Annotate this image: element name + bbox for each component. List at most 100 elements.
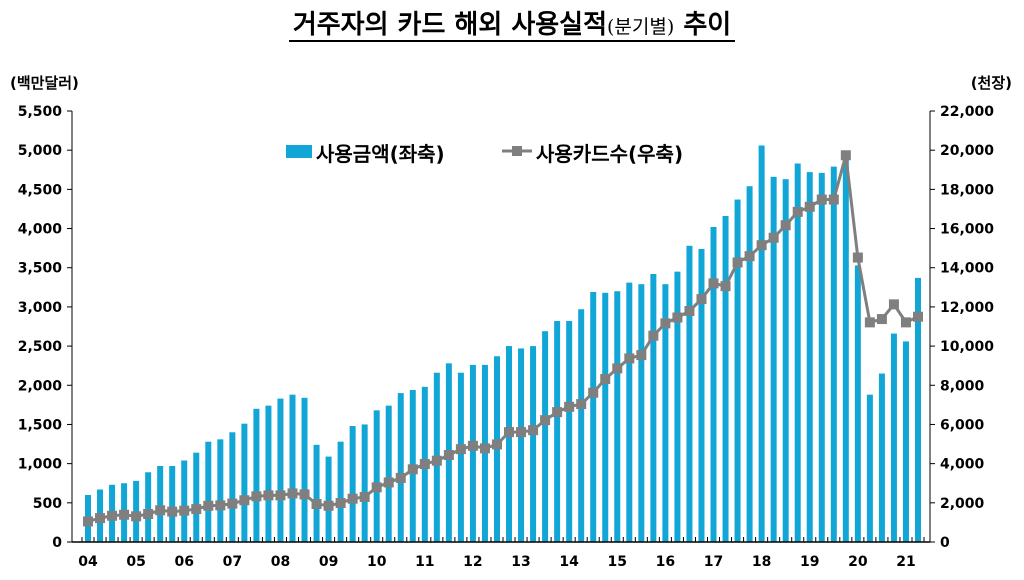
bar	[469, 364, 476, 542]
line-marker	[311, 498, 322, 509]
bar	[794, 163, 801, 542]
line-marker	[864, 317, 875, 328]
axis-labels: 05001,0001,5002,0002,5003,0003,5004,0004…	[18, 104, 995, 570]
bar	[217, 439, 224, 542]
line-marker	[419, 459, 430, 470]
left-axis-unit: (백만달러)	[10, 74, 79, 92]
line-marker	[588, 387, 599, 398]
left-tick-label: 4,000	[18, 222, 63, 238]
right-axis-unit: (천장)	[971, 74, 1012, 92]
bar	[518, 348, 525, 542]
line-marker	[95, 513, 106, 524]
bar	[349, 426, 356, 542]
line-marker	[756, 240, 767, 251]
line-marker	[516, 427, 527, 438]
bar	[325, 456, 332, 542]
x-tick-label: 13	[511, 554, 530, 570]
bar	[602, 292, 609, 542]
line-marker	[804, 201, 815, 212]
x-tick-label: 10	[367, 554, 387, 570]
bar	[698, 248, 705, 543]
right-tick-label: 22,000	[940, 104, 994, 120]
bar	[590, 292, 597, 542]
title-end: 추이	[683, 10, 732, 40]
line-marker	[780, 220, 791, 231]
line-marker	[720, 281, 731, 292]
line-marker	[504, 427, 515, 438]
line-marker	[744, 251, 755, 262]
line-marker	[239, 495, 250, 506]
bar	[890, 333, 897, 542]
line-marker	[191, 504, 202, 515]
bar	[169, 465, 176, 542]
line-marker	[624, 353, 635, 364]
bar	[385, 405, 392, 542]
legend-bar-label: 사용금액(좌축)	[316, 142, 445, 166]
line-marker	[564, 401, 575, 412]
left-tick-label: 4,500	[18, 182, 63, 198]
bar	[157, 465, 164, 542]
line-marker	[528, 425, 539, 436]
bar-series	[85, 145, 921, 543]
x-tick-label: 09	[319, 554, 338, 570]
line-marker	[467, 440, 478, 451]
title-suffix: (분기별)	[607, 16, 675, 38]
line-marker	[119, 509, 130, 520]
line-marker	[491, 439, 502, 450]
bar	[818, 172, 825, 542]
line-marker	[167, 506, 178, 517]
left-tick-label: 3,500	[18, 261, 63, 277]
line-marker	[455, 444, 466, 455]
right-tick-label: 16,000	[940, 222, 994, 238]
x-tick-label: 17	[704, 554, 723, 570]
bar	[686, 245, 693, 542]
bar	[866, 394, 873, 542]
bar	[674, 271, 681, 542]
line-marker	[540, 415, 551, 426]
left-tick-label: 500	[33, 496, 62, 512]
line-series	[83, 150, 923, 527]
bar	[746, 186, 753, 542]
bar	[289, 394, 296, 542]
left-tick-label: 0	[52, 535, 62, 551]
bar	[578, 309, 585, 542]
bar	[193, 452, 200, 542]
bar	[854, 265, 861, 542]
line-marker	[107, 510, 118, 521]
bar	[566, 321, 573, 542]
line-marker	[347, 493, 358, 504]
right-tick-label: 0	[940, 535, 950, 551]
x-tick-label: 18	[752, 554, 771, 570]
line-marker	[335, 498, 346, 509]
legend-line-marker	[512, 146, 522, 156]
line-marker	[708, 278, 719, 289]
left-tick-label: 2,000	[18, 378, 63, 394]
line-marker	[287, 488, 298, 499]
right-tick-label: 14,000	[940, 261, 994, 277]
right-tick-label: 18,000	[940, 182, 994, 198]
line-marker	[840, 150, 851, 161]
line-marker	[479, 443, 490, 454]
bar	[650, 273, 657, 542]
line-marker	[203, 500, 214, 511]
bar	[554, 321, 561, 542]
bar	[253, 408, 260, 542]
line-marker	[359, 491, 370, 502]
right-tick-label: 6,000	[940, 417, 985, 433]
line-marker	[383, 477, 394, 488]
x-tick-label: 11	[415, 554, 434, 570]
line-marker	[215, 500, 226, 511]
line-marker	[299, 489, 310, 500]
bar	[915, 277, 921, 542]
bar	[662, 284, 669, 542]
line-marker	[407, 464, 418, 475]
bar	[181, 460, 188, 542]
bar	[397, 393, 404, 542]
right-tick-label: 20,000	[940, 143, 994, 159]
bar	[205, 441, 212, 542]
axes	[67, 110, 935, 543]
right-tick-label: 10,000	[940, 339, 994, 355]
line-marker	[876, 314, 887, 325]
left-tick-label: 2,500	[18, 339, 63, 355]
